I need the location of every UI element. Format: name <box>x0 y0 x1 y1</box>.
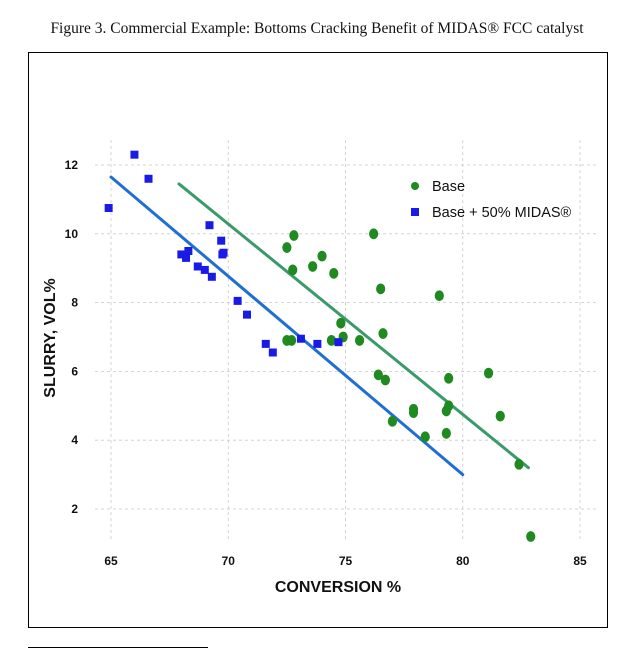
data-point-midas <box>313 339 322 348</box>
data-point-base <box>483 367 494 379</box>
data-points <box>104 150 536 542</box>
data-point-midas <box>182 253 191 262</box>
data-point-base <box>434 290 444 302</box>
legend: Base Base + 50% MIDAS® <box>411 179 572 221</box>
data-point-base <box>329 267 339 279</box>
data-point-midas <box>268 348 277 357</box>
y-tick-label: 2 <box>71 502 78 516</box>
data-point-base <box>495 410 505 422</box>
data-point-midas <box>104 204 113 212</box>
data-point-midas <box>296 334 305 343</box>
legend-label-base: Base <box>432 179 465 195</box>
x-tick-label: 70 <box>222 554 236 568</box>
data-point-base <box>336 317 346 329</box>
data-point-midas <box>144 174 153 183</box>
trend-lines <box>109 175 530 477</box>
trend-line-midas <box>109 175 465 477</box>
legend-marker-midas <box>411 208 419 216</box>
data-point-midas <box>219 248 228 257</box>
legend-marker-base <box>411 182 419 190</box>
tick-labels: 65 70 75 80 85 2 4 6 8 10 12 <box>65 158 587 568</box>
data-point-base <box>420 431 430 443</box>
data-point-base <box>326 335 337 346</box>
data-point-base <box>444 400 454 412</box>
y-tick-label: 12 <box>65 158 79 172</box>
x-tick-label: 85 <box>573 554 587 568</box>
x-tick-label: 75 <box>339 554 353 568</box>
y-tick-label: 10 <box>65 227 79 241</box>
x-tick-label: 80 <box>456 554 470 568</box>
data-point-base <box>369 228 379 240</box>
data-point-base <box>286 335 297 346</box>
data-point-midas <box>261 339 270 348</box>
data-point-base <box>514 458 524 470</box>
data-point-base <box>408 407 419 419</box>
data-point-base <box>354 335 365 346</box>
y-axis-label: SLURRY, VOL% <box>42 278 59 397</box>
figure-caption: Figure 3. Commercial Example: Bottoms Cr… <box>50 20 584 37</box>
data-point-midas <box>193 262 202 271</box>
x-axis-label: CONVERSION % <box>275 579 401 596</box>
data-point-base <box>387 415 397 427</box>
data-point-base <box>308 261 318 272</box>
data-point-midas <box>200 265 209 274</box>
data-point-midas <box>207 272 216 281</box>
data-point-base <box>441 427 451 439</box>
data-point-base <box>289 230 299 241</box>
y-tick-label: 8 <box>71 296 78 310</box>
data-point-base <box>376 283 386 295</box>
data-point-midas <box>233 296 242 305</box>
data-point-base <box>444 372 454 384</box>
legend-label-midas: Base + 50% MIDAS® <box>432 205 572 221</box>
data-point-base <box>380 374 390 386</box>
y-tick-label: 4 <box>71 433 78 447</box>
data-point-midas <box>130 150 139 159</box>
data-point-base <box>526 531 536 542</box>
data-point-base <box>378 328 388 339</box>
footnote-rule <box>28 647 208 648</box>
data-point-base <box>282 242 292 253</box>
data-point-midas <box>205 221 214 230</box>
data-point-base <box>317 250 327 262</box>
x-tick-label: 65 <box>104 554 118 568</box>
data-point-midas <box>217 236 226 245</box>
y-tick-label: 6 <box>71 364 78 378</box>
data-point-midas <box>334 338 343 347</box>
data-point-midas <box>184 247 193 255</box>
trend-line-base <box>177 182 530 470</box>
data-point-base <box>288 264 298 276</box>
data-point-midas <box>243 310 252 319</box>
data-point-midas <box>177 250 186 259</box>
data-point-base <box>373 369 383 381</box>
